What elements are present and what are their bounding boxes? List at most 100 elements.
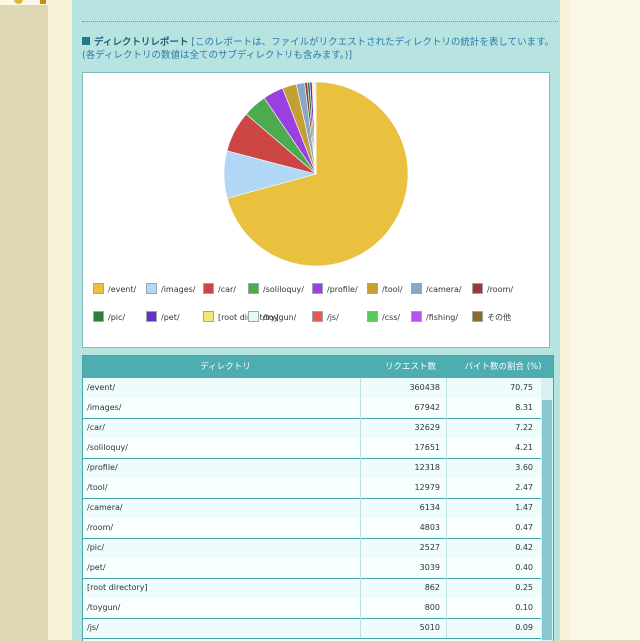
table-row[interactable]: /event/360438 70.75 — [83, 378, 541, 399]
table-row[interactable]: /js/5010 0.09 — [83, 618, 541, 639]
cell-directory: /car/ — [87, 423, 105, 432]
table-row[interactable]: /images/67942 8.31 — [83, 398, 541, 419]
cell-requests: 360438 — [360, 378, 444, 398]
legend-label: /pet/ — [161, 313, 180, 322]
cell-directory: /event/ — [87, 383, 116, 392]
cell-bytes-percent: 0.25 — [446, 578, 541, 598]
legend-label: /tool/ — [382, 285, 403, 294]
cell-requests: 2527 — [360, 538, 444, 558]
cell-directory: /room/ — [87, 523, 114, 532]
legend-swatch — [312, 283, 323, 294]
legend-item: /event/ — [93, 283, 136, 294]
legend-label: /pic/ — [108, 313, 126, 322]
cell-requests: 862 — [360, 578, 444, 598]
legend-item: /pet/ — [146, 311, 180, 322]
status-icon — [40, 0, 46, 4]
legend-swatch — [411, 311, 422, 322]
square-bullet-icon — [82, 37, 90, 45]
table-row[interactable]: /camera/6134 1.47 — [83, 498, 541, 519]
cell-bytes-percent: 0.42 — [446, 538, 541, 558]
table-row[interactable]: /toygun/800 0.10 — [83, 598, 541, 619]
cell-bytes-percent: 0.40 — [446, 558, 541, 578]
cell-directory: /pet/ — [87, 563, 106, 572]
cell-directory: /tool/ — [87, 483, 108, 492]
cell-directory: [root directory] — [87, 583, 148, 592]
legend-item: /soliloquy/ — [248, 283, 304, 294]
status-icon — [14, 0, 23, 4]
scrollbar-thumb[interactable] — [542, 400, 552, 640]
cell-requests: 17651 — [360, 438, 444, 458]
table-header: ディレクトリ リクエスト数 バイト数の割合 (%) — [83, 356, 553, 378]
legend-item: /toygun/ — [248, 311, 296, 322]
table-row[interactable]: /tool/12979 2.47 — [83, 478, 541, 499]
legend-item: /camera/ — [411, 283, 462, 294]
legend-label: /car/ — [218, 285, 236, 294]
table-row[interactable]: /profile/12318 3.60 — [83, 458, 541, 479]
pie-slice — [314, 81, 317, 175]
pie-slice — [226, 81, 409, 267]
directory-table: ディレクトリ リクエスト数 バイト数の割合 (%) /event/360438 7… — [82, 355, 554, 641]
table-row[interactable]: /pic/2527 0.42 — [83, 538, 541, 559]
cell-bytes-percent: 4.21 — [446, 438, 541, 458]
legend-label: /images/ — [161, 285, 196, 294]
cell-requests: 12318 — [360, 458, 444, 478]
cell-bytes-percent: 1.47 — [446, 498, 541, 518]
report-title: ディレクトリレポート — [94, 37, 189, 48]
legend-swatch — [146, 311, 157, 322]
legend-label: その他 — [487, 313, 511, 322]
table-row[interactable]: /soliloquy/17651 4.21 — [83, 438, 541, 459]
cell-requests: 4803 — [360, 518, 444, 538]
cell-bytes-percent: 0.09 — [446, 618, 541, 638]
legend-label: /event/ — [108, 285, 137, 294]
legend-label: /fishing/ — [426, 313, 459, 322]
dotted-divider — [82, 21, 558, 22]
legend-item: その他 — [472, 311, 511, 322]
cell-bytes-percent: 2.47 — [446, 478, 541, 498]
cell-requests: 67942 — [360, 398, 444, 418]
right-margin — [570, 0, 640, 640]
legend-swatch — [93, 283, 104, 294]
table-row[interactable]: /pet/3039 0.40 — [83, 558, 541, 579]
legend-label: /room/ — [487, 285, 514, 294]
column-header-requests[interactable]: リクエスト数 — [384, 362, 436, 372]
legend-swatch — [472, 311, 483, 322]
legend-swatch — [472, 283, 483, 294]
cell-directory: /pic/ — [87, 543, 105, 552]
legend-item: /car/ — [203, 283, 236, 294]
table-row[interactable]: [root directory] 862 0.25 — [83, 578, 541, 599]
cell-requests: 32629 — [360, 418, 444, 438]
table-row[interactable]: /car/32629 7.22 — [83, 418, 541, 439]
legend-label: /soliloquy/ — [263, 285, 304, 294]
cell-directory: /camera/ — [87, 503, 123, 512]
cell-bytes-percent: 8.31 — [446, 398, 541, 418]
column-header-directory[interactable]: ディレクトリ — [200, 362, 251, 372]
legend-swatch — [203, 311, 214, 322]
column-header-bytes-percent[interactable]: バイト数の割合 (%) — [464, 362, 542, 372]
legend-swatch — [367, 283, 378, 294]
legend-item: /room/ — [472, 283, 513, 294]
cell-directory: /toygun/ — [87, 603, 121, 612]
cell-bytes-percent: 70.75 — [446, 378, 541, 398]
legend-item: /profile/ — [312, 283, 358, 294]
cell-directory: /images/ — [87, 403, 122, 412]
cell-bytes-percent: 0.47 — [446, 518, 541, 538]
cell-bytes-percent: 7.22 — [446, 418, 541, 438]
cell-directory: /js/ — [87, 623, 99, 632]
cell-requests: 800 — [360, 598, 444, 618]
legend-swatch — [367, 311, 378, 322]
table-row[interactable]: /room/4803 0.47 — [83, 518, 541, 539]
legend-label: /toygun/ — [263, 313, 297, 322]
legend-label: /css/ — [382, 313, 401, 322]
report-description: [このレポートは、ファイルがリクエストされたディレクトリの統計を表しています。(… — [82, 37, 555, 61]
legend-swatch — [203, 283, 214, 294]
legend-item: /js/ — [312, 311, 339, 322]
legend-item: /css/ — [367, 311, 400, 322]
report-heading: ディレクトリレポート [このレポートは、ファイルがリクエストされたディレクトリの… — [82, 36, 556, 62]
cell-requests: 5010 — [360, 618, 444, 638]
cell-requests: 6134 — [360, 498, 444, 518]
legend-swatch — [248, 311, 259, 322]
legend-item: /fishing/ — [411, 311, 458, 322]
cell-directory: /profile/ — [87, 463, 118, 472]
cell-requests: 3039 — [360, 558, 444, 578]
cell-bytes-percent: 0.10 — [446, 598, 541, 618]
